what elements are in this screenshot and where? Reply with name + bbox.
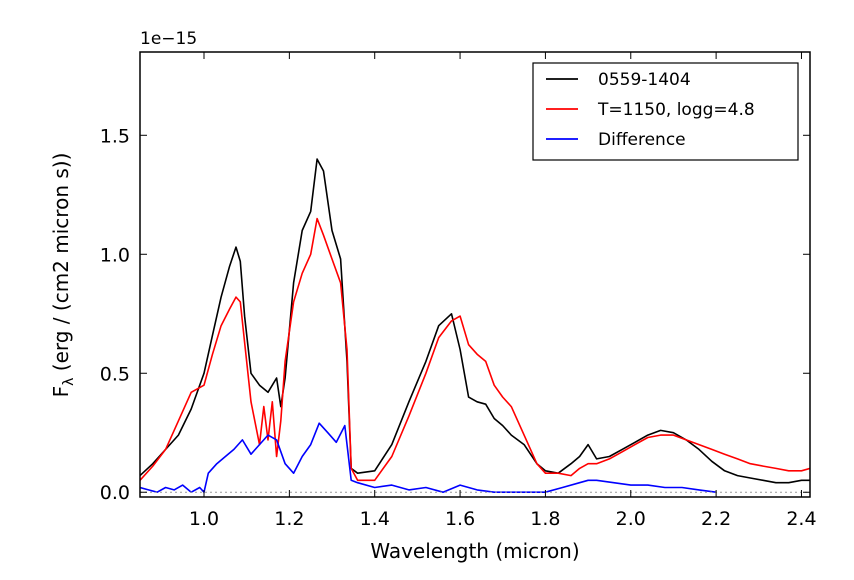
legend-label-2: Difference	[598, 130, 686, 150]
series-line-2	[140, 422, 717, 494]
x-tick-label: 2.0	[616, 508, 646, 530]
y-axis-ticks: 0.0 0.5 1.0 1.5	[100, 125, 810, 504]
legend-label-1: T=1150, logg=4.8	[597, 100, 755, 120]
x-tick-label: 1.6	[445, 508, 475, 530]
y-axis-label-f: F	[49, 386, 73, 398]
x-tick-label: 1.4	[360, 508, 390, 530]
x-tick-label: 1.8	[530, 508, 560, 530]
y-axis-label-subscript: λ	[61, 378, 77, 386]
y-tick-label: 0.5	[100, 363, 130, 385]
y-tick-label: 1.0	[100, 244, 130, 266]
legend-label-0: 0559-1404	[598, 70, 691, 90]
y-offset-text: 1e−15	[140, 29, 197, 49]
x-tick-label: 1.0	[189, 508, 219, 530]
x-tick-label: 1.2	[274, 508, 304, 530]
series-line-0	[140, 158, 810, 484]
x-axis-ticks: 1.0 1.2 1.4 1.6 1.8 2.0 2.2 2.4	[189, 52, 817, 530]
legend: 0559-1404 T=1150, logg=4.8 Difference	[532, 62, 799, 161]
y-tick-label: 0.0	[100, 482, 130, 504]
y-tick-label: 1.5	[100, 125, 130, 147]
y-axis-label-units: (erg / (cm2 micron s))	[49, 153, 73, 378]
x-tick-label: 2.4	[786, 508, 816, 530]
x-axis-label: Wavelength (micron)	[370, 539, 579, 563]
y-axis-label: Fλ (erg / (cm2 micron s))	[49, 153, 77, 398]
x-tick-label: 2.2	[701, 508, 731, 530]
series-line-1	[140, 217, 810, 482]
plot-frame	[139, 51, 811, 498]
series-layer	[140, 158, 810, 494]
